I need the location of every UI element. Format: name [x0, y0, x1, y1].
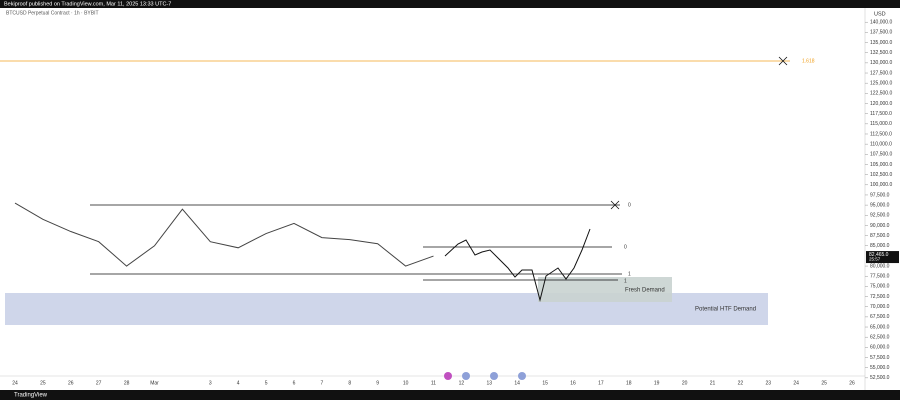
y-tick-label: 110,000.0: [870, 141, 892, 147]
event-icon[interactable]: [462, 372, 470, 380]
y-tick-label: 137,500.0: [870, 30, 892, 36]
x-tick-label: 4: [237, 380, 240, 386]
y-tick-label: 107,500.0: [870, 152, 892, 158]
footer-logo: TradingView: [14, 393, 48, 399]
price-line: [14, 202, 434, 267]
x-tick-label: 24: [12, 380, 18, 386]
x-tick-label: 10: [403, 380, 409, 386]
annotation: Potential HTF Demand: [695, 307, 756, 313]
x-tick-label: 20: [682, 380, 688, 386]
y-tick-label: 132,500.0: [870, 50, 892, 56]
x-tick-label: 19: [654, 380, 660, 386]
y-tick-label: 105,000.0: [870, 162, 892, 168]
x-tick-label: Mar: [150, 380, 159, 386]
x-tick-label: 25: [821, 380, 827, 386]
annotation: 1.618: [802, 58, 815, 64]
y-tick-label: 90,000.0: [870, 223, 890, 229]
y-tick-label: 55,000.0: [870, 365, 890, 371]
y-tick-label: 122,500.0: [870, 91, 892, 97]
x-tick-label: 14: [514, 380, 520, 386]
header-text: Bekiproof published on TradingView.com, …: [4, 1, 171, 7]
y-tick-label: 80,000.0: [870, 263, 890, 269]
annotation: 0: [628, 202, 631, 208]
last-price-label: 82,465.0: [869, 252, 889, 258]
annotation: 0: [624, 244, 627, 250]
y-tick-label: 135,000.0: [870, 40, 892, 46]
y-tick-label: 125,000.0: [870, 81, 892, 87]
y-tick-label: 102,500.0: [870, 172, 892, 178]
cross-mark: [610, 200, 620, 210]
y-tick-label: 127,500.0: [870, 70, 892, 76]
y-tick-label: 115,000.0: [870, 121, 892, 127]
x-tick-label: 25: [40, 380, 46, 386]
y-axis-title: USD: [874, 11, 886, 17]
fresh-demand-zone: [538, 277, 672, 302]
x-tick-label: 9: [376, 380, 379, 386]
y-tick-label: 60,000.0: [870, 345, 890, 351]
footer-bar: [0, 390, 900, 400]
y-tick-label: 100,000.0: [870, 182, 892, 188]
symbol-title: BTCUSD Perpetual Contract · 1h · BYBIT: [6, 10, 99, 16]
annotation: Fresh Demand: [625, 288, 665, 294]
x-tick-label: 3: [209, 380, 212, 386]
y-tick-label: 130,000.0: [870, 60, 892, 66]
cross-mark: [778, 56, 788, 66]
x-tick-label: 17: [598, 380, 604, 386]
x-tick-label: 12: [459, 380, 465, 386]
header-bar: [0, 0, 900, 8]
x-tick-label: 28: [124, 380, 130, 386]
y-tick-label: 85,000.0: [870, 243, 890, 249]
x-tick-label: 11: [431, 380, 436, 386]
y-tick-label: 95,000.0: [870, 202, 890, 208]
event-icon[interactable]: [518, 372, 526, 380]
x-tick-label: 26: [68, 380, 74, 386]
x-tick-label: 6: [293, 380, 296, 386]
y-tick-label: 57,500.0: [870, 355, 890, 361]
y-tick-label: 70,000.0: [870, 304, 890, 310]
event-icon[interactable]: [490, 372, 498, 380]
y-tick-label: 67,500.0: [870, 314, 890, 320]
y-tick-label: 52,500.0: [870, 375, 890, 381]
projected-path: [444, 228, 591, 302]
x-tick-label: 22: [738, 380, 744, 386]
y-tick-label: 140,000.0: [870, 20, 892, 26]
y-tick-label: 120,000.0: [870, 101, 892, 107]
x-tick-label: 7: [321, 380, 324, 386]
x-tick-label: 27: [96, 380, 102, 386]
y-tick-label: 87,500.0: [870, 233, 890, 239]
y-tick-label: 77,500.0: [870, 274, 890, 280]
y-tick-label: 92,500.0: [870, 213, 890, 219]
y-tick-label: 117,500.0: [870, 111, 892, 117]
x-tick-label: 8: [348, 380, 351, 386]
x-tick-label: 18: [626, 380, 632, 386]
y-tick-label: 97,500.0: [870, 192, 890, 198]
y-tick-label: 65,000.0: [870, 324, 890, 330]
y-tick-label: 75,000.0: [870, 284, 890, 290]
countdown: 25:57: [869, 257, 881, 262]
x-tick-label: 21: [710, 380, 716, 386]
event-icon[interactable]: [444, 372, 452, 380]
x-tick-label: 24: [793, 380, 799, 386]
y-tick-label: 72,500.0: [870, 294, 890, 300]
x-tick-label: 23: [766, 380, 772, 386]
x-tick-label: 13: [487, 380, 493, 386]
x-tick-label: 26: [849, 380, 855, 386]
y-tick-label: 112,500.0: [870, 131, 892, 137]
annotation: 1: [624, 278, 627, 284]
annotation: 1: [628, 271, 631, 277]
last-price-tag: [866, 251, 899, 264]
x-tick-label: 16: [570, 380, 576, 386]
y-tick-label: 62,500.0: [870, 335, 890, 341]
x-tick-label: 15: [542, 380, 548, 386]
x-tick-label: 5: [265, 380, 268, 386]
